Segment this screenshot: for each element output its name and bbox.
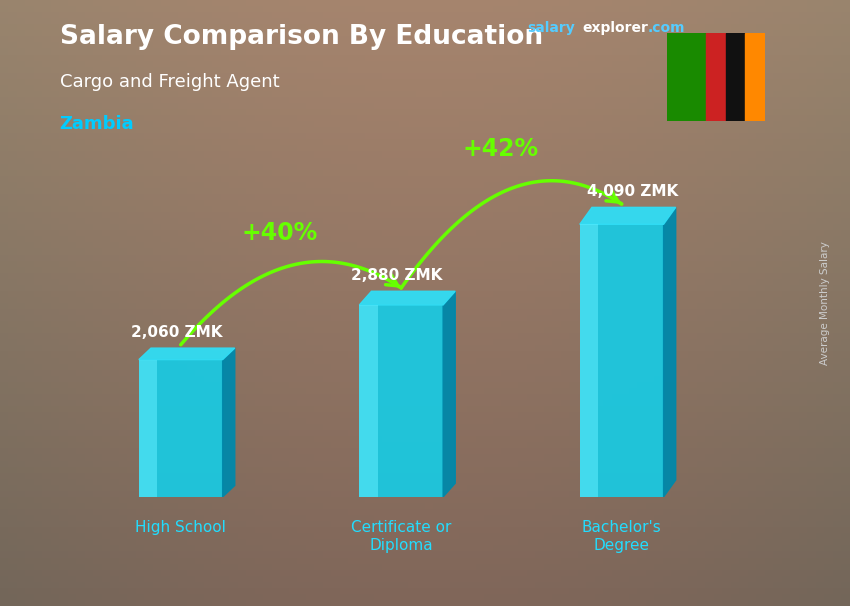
Bar [726, 33, 745, 121]
Bar [580, 224, 598, 497]
Polygon shape [223, 348, 235, 497]
Bar [580, 224, 664, 497]
Text: 4,090 ZMK: 4,090 ZMK [587, 184, 678, 199]
Bar [360, 305, 377, 497]
Text: explorer: explorer [582, 21, 648, 35]
Text: salary: salary [527, 21, 575, 35]
Polygon shape [139, 348, 235, 359]
Text: ✦: ✦ [747, 46, 757, 59]
Text: Cargo and Freight Agent: Cargo and Freight Agent [60, 73, 279, 91]
Bar [360, 305, 443, 497]
Text: Bachelor's
Degree: Bachelor's Degree [581, 520, 661, 553]
Text: High School: High School [135, 520, 226, 535]
Bar [139, 359, 223, 497]
Polygon shape [580, 207, 676, 224]
Text: Certificate or
Diploma: Certificate or Diploma [351, 520, 451, 553]
Text: Zambia: Zambia [60, 115, 134, 133]
Bar [745, 33, 765, 121]
Polygon shape [443, 291, 456, 497]
Bar [139, 359, 157, 497]
Bar [706, 33, 726, 121]
Text: 2,060 ZMK: 2,060 ZMK [131, 325, 222, 340]
Text: +40%: +40% [242, 221, 318, 245]
Text: .com: .com [648, 21, 685, 35]
Text: Average Monthly Salary: Average Monthly Salary [820, 241, 830, 365]
Polygon shape [664, 207, 676, 497]
Polygon shape [360, 291, 456, 305]
Text: 2,880 ZMK: 2,880 ZMK [351, 268, 443, 283]
Text: Salary Comparison By Education: Salary Comparison By Education [60, 24, 542, 50]
Text: +42%: +42% [462, 137, 539, 161]
